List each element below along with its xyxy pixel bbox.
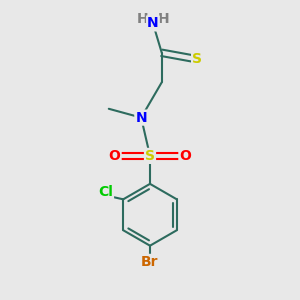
Text: H: H bbox=[137, 12, 148, 26]
Text: H: H bbox=[158, 12, 169, 26]
Text: Br: Br bbox=[141, 255, 159, 269]
Text: O: O bbox=[109, 149, 121, 163]
Text: S: S bbox=[192, 52, 202, 66]
Text: N: N bbox=[147, 16, 159, 30]
Text: Cl: Cl bbox=[98, 185, 113, 199]
Text: N: N bbox=[135, 111, 147, 124]
Text: S: S bbox=[145, 149, 155, 163]
Text: O: O bbox=[179, 149, 191, 163]
